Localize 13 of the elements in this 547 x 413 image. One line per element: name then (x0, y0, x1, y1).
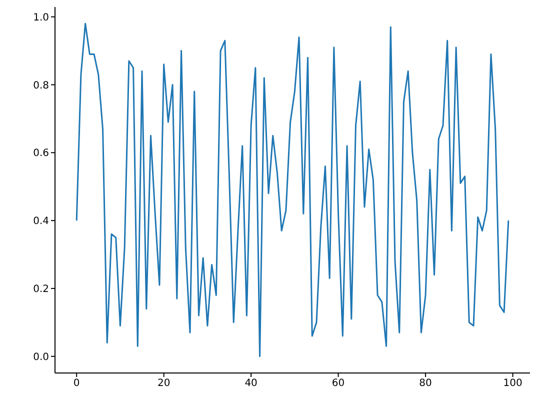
x-tick-label: 20 (157, 378, 170, 390)
x-tick-label: 0 (73, 378, 80, 390)
line-series (76, 22, 510, 358)
x-tick-label: 40 (244, 378, 258, 390)
y-tick-label: 0.6 (33, 148, 49, 160)
y-tick-label: 0.0 (33, 352, 49, 363)
y-tick-label: 0.4 (33, 216, 49, 228)
x-tick-label: 60 (332, 378, 345, 390)
y-tick-label: 0.8 (33, 80, 49, 92)
x-tick-label: 100 (503, 378, 522, 390)
y-tick-label: 0.2 (33, 284, 49, 296)
x-tick-label: 80 (419, 378, 432, 390)
y-tick-label: 1.0 (33, 12, 49, 24)
